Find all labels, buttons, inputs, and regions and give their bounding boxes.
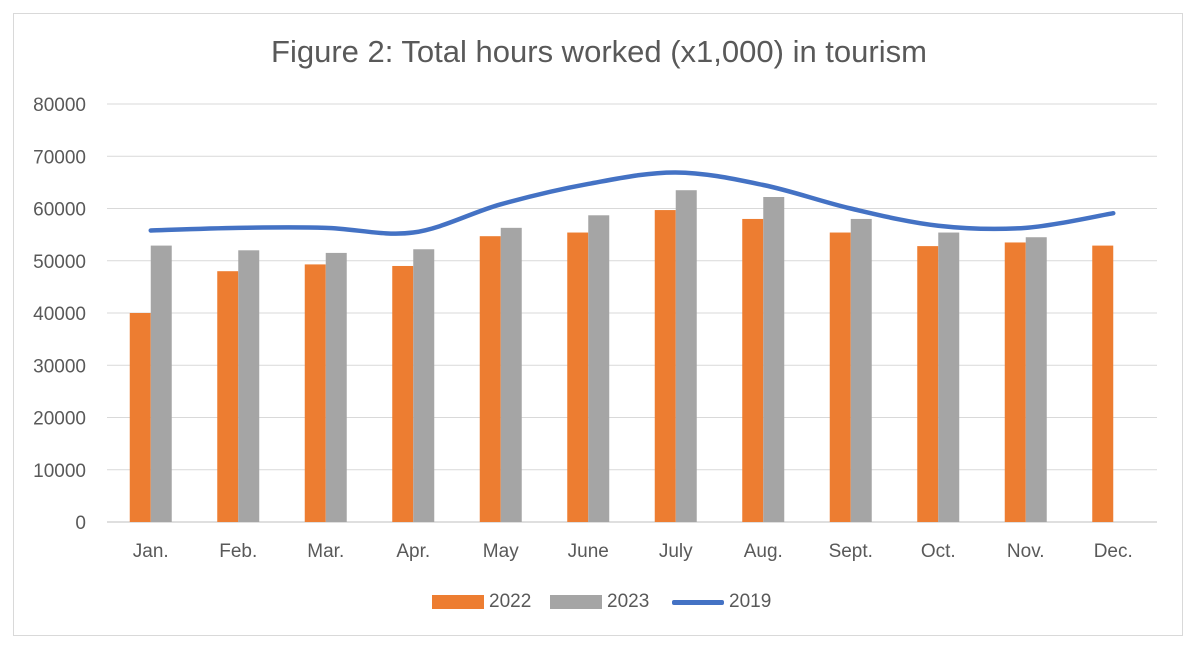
bar-2022 (217, 271, 239, 522)
y-tick-label: 80000 (33, 95, 86, 116)
bar-2022 (129, 313, 151, 522)
legend-label-2022: 2022 (489, 591, 532, 612)
bar-2023 (413, 249, 435, 522)
bar-2023 (588, 215, 610, 523)
legend-swatch-2019 (672, 599, 724, 605)
x-tick-label: Oct. (921, 541, 956, 562)
bar-2023 (675, 190, 697, 522)
y-tick-label: 10000 (33, 461, 86, 482)
legend-swatch-2022 (432, 595, 484, 609)
y-tick-label: 0 (75, 513, 86, 534)
bar-2022 (567, 232, 589, 522)
bar-2023 (763, 197, 785, 522)
y-tick-label: 40000 (33, 304, 86, 325)
legend-item-2019: 2019 (672, 588, 771, 616)
legend-item-2023: 2023 (550, 588, 649, 616)
bar-2023 (938, 232, 960, 522)
y-tick-label: 30000 (33, 356, 86, 377)
bar-2023 (325, 252, 347, 522)
x-tick-label: Aug. (744, 541, 783, 562)
x-tick-label: Sept. (829, 541, 873, 562)
legend-label-2023: 2023 (607, 591, 650, 612)
chart-title: Figure 2: Total hours worked (x1,000) in… (271, 34, 927, 69)
x-tick-label: Apr. (396, 541, 430, 562)
bar-2022 (1004, 242, 1026, 522)
bar-2022 (479, 236, 501, 522)
bar-2022 (654, 210, 676, 522)
bar-2023 (150, 245, 172, 522)
y-tick-label: 20000 (33, 409, 86, 430)
legend-label-2019: 2019 (729, 591, 772, 612)
x-tick-label: Mar. (307, 541, 344, 562)
x-tick-label: July (659, 541, 693, 562)
bar-2023 (850, 218, 872, 522)
bar-2022 (304, 264, 326, 522)
bar-2022 (917, 246, 939, 522)
bar-2023 (500, 227, 522, 522)
bar-2022 (1092, 245, 1114, 522)
bar-2023 (238, 250, 260, 523)
line-2019 (148, 170, 1116, 236)
legend-item-2022: 2022 (432, 588, 531, 616)
y-tick-label: 50000 (33, 252, 86, 273)
x-tick-label: May (483, 541, 519, 562)
y-tick-label: 60000 (33, 200, 86, 221)
x-tick-label: Jan. (133, 541, 169, 562)
bar-2022 (742, 218, 764, 522)
bar-2023 (1025, 237, 1047, 523)
y-tick-label: 70000 (33, 147, 86, 168)
x-tick-label: Feb. (219, 541, 257, 562)
x-tick-label: June (568, 541, 609, 562)
bar-2022 (829, 232, 851, 522)
chart-legend: 2022 2023 2019 (0, 588, 1198, 616)
x-tick-label: Dec. (1094, 541, 1133, 562)
legend-swatch-2023 (550, 595, 602, 609)
bar-2022 (392, 265, 414, 522)
x-tick-label: Nov. (1007, 541, 1045, 562)
